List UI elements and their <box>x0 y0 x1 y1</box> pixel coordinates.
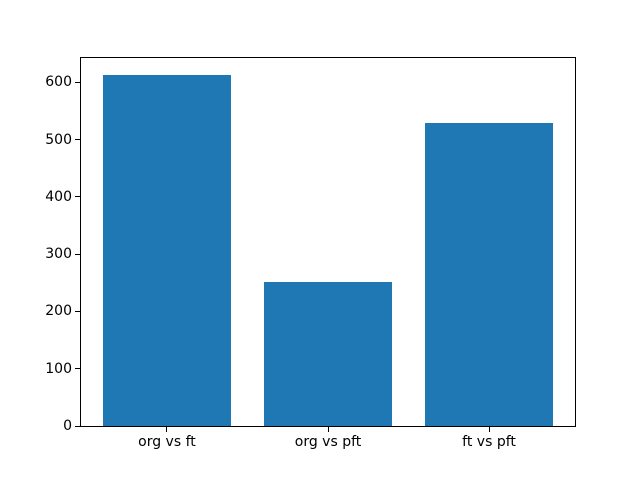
y-tick-mark <box>75 310 80 312</box>
y-tick-mark <box>75 81 80 83</box>
x-tick-label: org vs ft <box>138 434 196 450</box>
y-tick-mark <box>75 368 80 370</box>
y-tick-mark <box>75 253 80 255</box>
x-tick-mark <box>166 427 168 432</box>
y-tick-label: 400 <box>45 188 72 205</box>
y-tick-label: 0 <box>63 418 72 434</box>
bar-ft-vs-pft <box>424 122 554 426</box>
y-tick-mark <box>75 139 80 140</box>
bar-org-vs-ft <box>102 74 232 426</box>
y-tick-label: 600 <box>45 74 72 91</box>
x-tick-mark <box>327 427 329 432</box>
y-tick-label: 200 <box>45 303 72 320</box>
y-tick-label: 300 <box>45 246 72 263</box>
x-tick-mark <box>488 427 490 432</box>
x-tick-label: org vs pft <box>294 434 362 450</box>
y-tick-label: 500 <box>45 131 72 148</box>
y-tick-mark <box>75 425 80 427</box>
y-tick-label: 100 <box>45 360 72 377</box>
y-tick-mark <box>75 196 80 198</box>
bar-org-vs-pft <box>263 282 393 426</box>
x-tick-label: ft vs pft <box>462 434 516 450</box>
